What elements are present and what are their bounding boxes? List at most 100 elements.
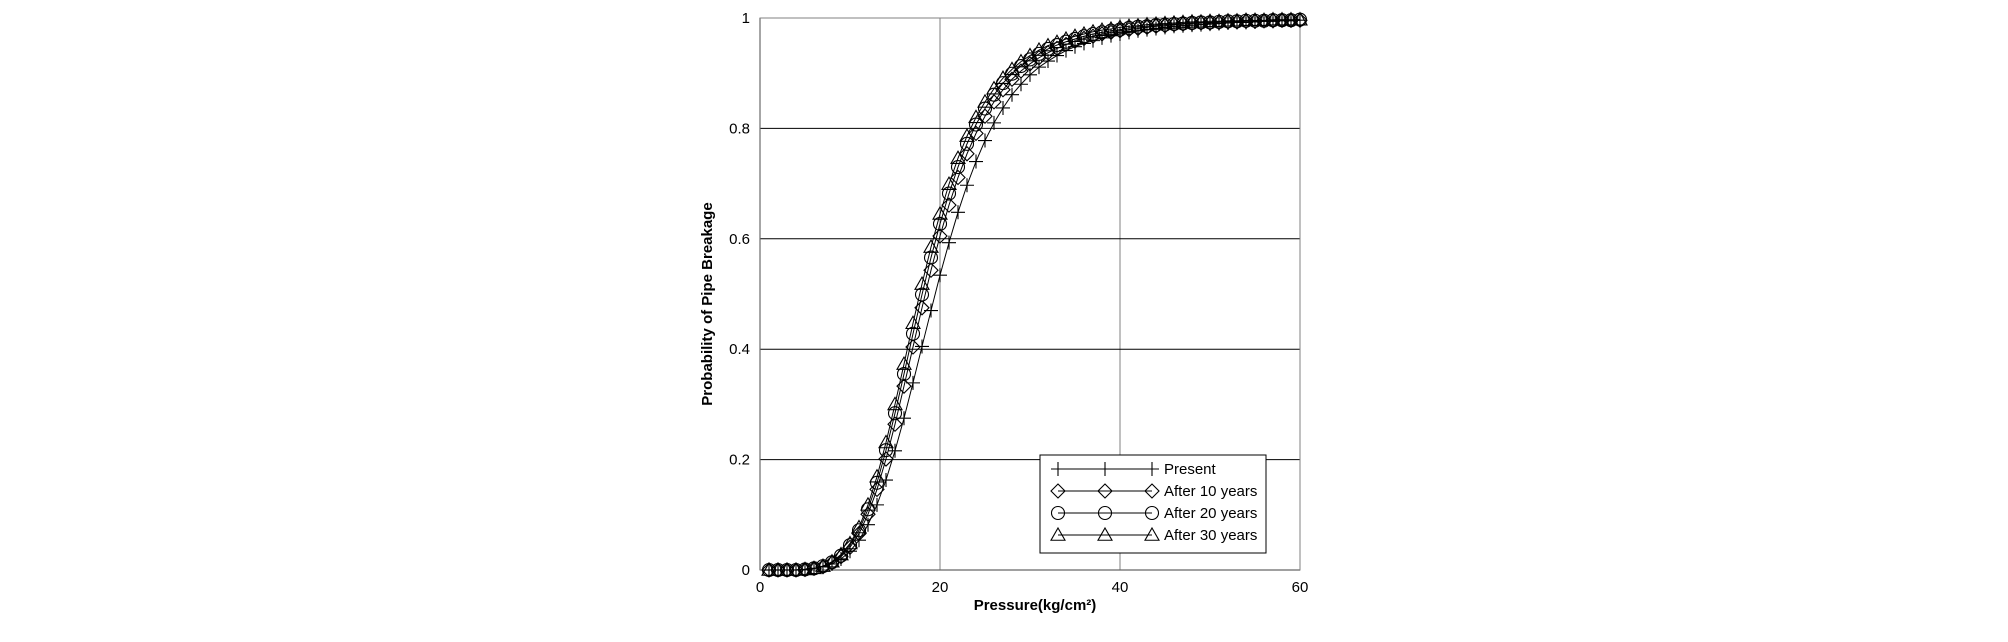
legend-marker-diamond	[1050, 483, 1066, 499]
data-point-circle	[1202, 15, 1218, 30]
x-tick-label: 0	[756, 579, 764, 596]
data-point-circle	[851, 523, 867, 538]
legend-label: After 10 years	[1164, 483, 1257, 500]
data-point-triangle	[1211, 13, 1227, 28]
data-point-diamond	[1202, 15, 1218, 31]
legend-marker-plus	[1051, 462, 1065, 476]
data-point-diamond	[1247, 13, 1263, 30]
legend-marker-diamond	[1144, 483, 1160, 499]
data-point-triangle	[788, 561, 804, 576]
data-point-diamond	[950, 169, 966, 186]
data-point-triangle	[1067, 28, 1083, 43]
legend-marker-circle	[1097, 505, 1113, 521]
data-point-plus	[888, 443, 902, 458]
data-point-triangle	[995, 70, 1011, 84]
data-point-plus	[933, 268, 947, 283]
data-point-triangle	[1004, 61, 1020, 76]
data-point-circle	[1166, 17, 1182, 32]
data-point-plus	[978, 133, 992, 148]
y-tick-label: 0	[742, 562, 750, 579]
series-line-3	[769, 19, 1300, 571]
data-point-triangle	[1139, 16, 1155, 31]
data-point-circle	[1076, 29, 1092, 44]
data-point-diamond	[833, 548, 849, 565]
legend-marker-triangle	[1097, 526, 1113, 541]
data-point-triangle	[959, 128, 975, 142]
series-3	[761, 11, 1308, 576]
data-point-diamond	[1265, 12, 1281, 29]
data-point-triangle	[1148, 15, 1164, 30]
data-point-triangle	[761, 561, 777, 576]
data-point-triangle	[824, 553, 840, 568]
data-point-diamond	[941, 197, 957, 213]
data-point-plus	[951, 205, 965, 220]
data-point-diamond	[977, 108, 993, 125]
data-point-triangle	[1193, 13, 1209, 28]
legend-box	[1039, 454, 1267, 554]
data-point-diamond	[1211, 14, 1227, 31]
data-point-triangle	[1292, 11, 1308, 26]
legend-marker-diamond	[1097, 483, 1113, 499]
data-point-diamond	[1292, 12, 1308, 28]
data-point-triangle	[1085, 23, 1101, 38]
legend-label: After 20 years	[1164, 505, 1257, 522]
data-point-diamond	[878, 451, 894, 467]
data-point-triangle	[1103, 20, 1119, 35]
data-point-circle	[932, 216, 948, 231]
legend-entry-2: After 20 years	[1050, 505, 1257, 522]
data-point-circle	[923, 250, 939, 265]
tick-labels: 0 20 40 60 0 0.2 0.4 0.6 0.8 1	[729, 10, 1308, 596]
x-axis-title: Pressure(kg/cm²)	[974, 597, 1097, 614]
legend-label: After 30 years	[1164, 527, 1257, 544]
data-point-plus	[960, 178, 974, 193]
data-point-diamond	[1229, 14, 1245, 30]
data-point-circle	[1175, 16, 1191, 31]
data-point-plus	[987, 115, 1001, 130]
data-point-triangle	[806, 560, 822, 575]
legend-marker-triangle	[1144, 526, 1160, 541]
data-point-triangle	[1157, 15, 1173, 30]
data-point-triangle	[1229, 12, 1245, 27]
legend-marker-circle	[1050, 505, 1066, 521]
data-point-triangle	[923, 238, 939, 253]
legend-marker-triangle	[1050, 526, 1066, 541]
data-point-diamond	[887, 416, 903, 433]
data-point-circle	[1085, 26, 1101, 42]
data-point-triangle	[1175, 14, 1191, 29]
data-point-triangle	[1238, 12, 1254, 27]
data-point-triangle	[941, 176, 957, 190]
data-point-circle	[1157, 17, 1173, 32]
x-tick-label: 60	[1292, 579, 1309, 596]
data-point-circle	[950, 159, 966, 175]
data-point-diamond	[959, 146, 975, 162]
data-point-triangle	[1247, 12, 1263, 27]
y-tick-label: 0.6	[729, 231, 750, 248]
data-point-plus	[1014, 77, 1028, 92]
data-point-circle	[1112, 22, 1128, 37]
legend-entries: Present After 10 years After 20 years After…	[1050, 461, 1257, 544]
data-point-triangle	[1094, 22, 1110, 36]
data-point-plus	[1005, 87, 1019, 102]
data-point-plus	[996, 100, 1010, 115]
data-point-circle	[896, 366, 912, 382]
data-point-triangle	[779, 561, 795, 576]
data-point-triangle	[1121, 18, 1137, 33]
legend-entry-3: After 30 years	[1050, 526, 1257, 544]
data-point-triangle	[1166, 14, 1182, 29]
data-point-triangle	[968, 109, 984, 124]
data-point-circle	[887, 406, 903, 421]
legend-marker-plus	[1098, 462, 1112, 476]
data-point-circle	[941, 186, 957, 201]
data-point-circle	[914, 287, 930, 302]
data-point-triangle	[1283, 11, 1299, 26]
plot-area-frame	[759, 17, 1301, 571]
data-point-diamond	[968, 125, 984, 142]
data-point-triangle	[851, 519, 867, 534]
data-point-triangle	[1274, 11, 1290, 26]
data-point-circle	[1184, 15, 1200, 31]
data-point-triangle	[905, 315, 921, 330]
data-point-circle	[1148, 18, 1164, 33]
data-point-diamond	[851, 525, 867, 542]
legend-marker-plus	[1145, 462, 1159, 476]
data-point-circle	[842, 538, 858, 553]
